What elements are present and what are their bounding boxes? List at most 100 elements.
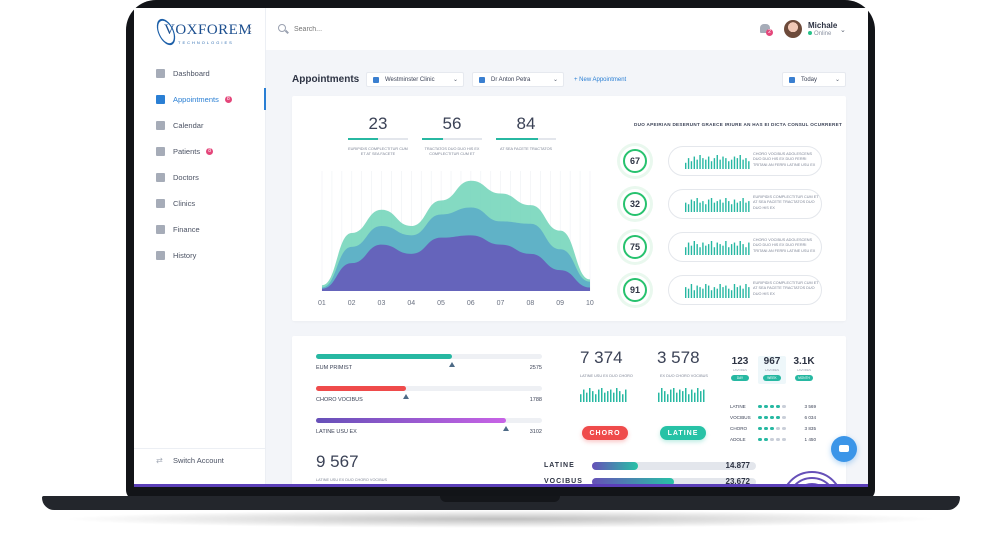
metric-pill[interactable]: CHORO VOCIBUS ADOLESCENS DUO DUO HIS EX … xyxy=(668,232,822,262)
collapse-sidebar-icon[interactable]: ‹ xyxy=(248,24,252,36)
spark-bar xyxy=(685,287,687,298)
kpi-progress-fill xyxy=(422,138,443,140)
spark-bar xyxy=(589,388,591,402)
switch-account-button[interactable]: ⇄ Switch Account xyxy=(134,448,266,472)
x-tick-label: 06 xyxy=(466,300,475,307)
sidebar-item-history[interactable]: History xyxy=(134,242,266,268)
stat-a-value: 7 374 xyxy=(580,348,623,367)
spark-bar xyxy=(713,202,716,212)
progress-fill xyxy=(316,418,506,423)
marker-triangle-icon xyxy=(502,426,509,431)
doctor-select[interactable]: Dr Anton Petra ⌄ xyxy=(472,72,564,87)
right-panel-title: DUO APEIRIAN DESERUNT GRAECE IRIURE AN H… xyxy=(634,122,843,127)
spark-bar xyxy=(696,244,698,255)
avatar[interactable] xyxy=(784,20,802,38)
metric-description: EURIPIDIS COMPLECTITUR CUM ET AT SEA FAC… xyxy=(753,281,819,296)
latine-bar-fill xyxy=(592,462,638,470)
user-name[interactable]: Michale xyxy=(808,21,838,30)
latine-bar-label: VOCIBUS xyxy=(544,478,583,485)
progress-bar-1: EUM PRIMIST 2575 xyxy=(316,354,542,371)
mini-kpi-week[interactable]: 967 LAVORES WEEK xyxy=(758,356,786,384)
search-input[interactable] xyxy=(294,22,494,36)
spark-bar xyxy=(682,391,684,402)
date-range-select[interactable]: Today ⌄ xyxy=(782,72,846,87)
chevron-down-icon: ⌄ xyxy=(834,77,840,83)
user-menu-chevron-down-icon[interactable]: ⌄ xyxy=(840,27,846,34)
spark-bar xyxy=(736,158,739,169)
spark-bar xyxy=(691,389,693,402)
spark-bar xyxy=(705,284,707,298)
sidebar-item-calendar[interactable]: Calendar xyxy=(134,112,266,138)
switch-icon: ⇄ xyxy=(156,456,163,465)
spark-bar xyxy=(748,161,750,169)
choro-button[interactable]: CHORO xyxy=(582,426,628,440)
sidebar-item-patients[interactable]: Patients 8 xyxy=(134,138,266,164)
sidebar-item-clinics[interactable]: Clinics xyxy=(134,190,266,216)
spark-bar xyxy=(733,242,736,255)
stat-b-label: EX DUO CHORO VOCIBUS xyxy=(660,374,708,378)
spark-bar xyxy=(733,284,736,298)
mini-kpi-day[interactable]: 123 LAVORES DAY xyxy=(726,356,754,381)
spark-bar xyxy=(699,202,701,212)
score-ring: 32 xyxy=(620,189,650,219)
rating-dot xyxy=(776,404,780,408)
spark-bar xyxy=(604,392,606,402)
sidebar-item-label: Dashboard xyxy=(173,68,210,78)
calendar-icon xyxy=(156,120,165,130)
spark-bar xyxy=(702,242,704,255)
latine-button[interactable]: LATINE xyxy=(660,426,706,440)
metric-pill[interactable]: EURIPIDIS COMPLECTITUR CUM ET AT SEA FAC… xyxy=(668,275,822,305)
mini-kpi-badge: WEEK xyxy=(763,375,781,381)
marker-triangle-icon xyxy=(448,362,455,367)
sidebar-item-appointments[interactable]: Appointments 8 xyxy=(134,86,266,112)
chat-bubble-icon[interactable] xyxy=(831,436,857,462)
chevron-down-icon: ⌄ xyxy=(552,77,558,83)
spark-bar xyxy=(725,241,727,255)
stat-b-value: 3 578 xyxy=(657,348,700,367)
spark-bar xyxy=(693,290,696,298)
metric-pill[interactable]: CHORO VOCIBUS ADOLESCENS DUO DUO HIS EX … xyxy=(668,146,822,176)
spark-bar xyxy=(748,201,750,212)
progress-label: LATINE USU EX xyxy=(316,429,357,435)
sidebar-item-label: Finance xyxy=(173,224,200,234)
spark-bar xyxy=(679,389,681,402)
spark-bar xyxy=(739,285,741,298)
spark-bar xyxy=(685,162,687,169)
notification-bell-icon[interactable] xyxy=(760,24,770,33)
rating-dot xyxy=(770,437,774,441)
spark-bar xyxy=(728,288,730,298)
mini-kpi-month[interactable]: 3.1K LAVORES MONTH xyxy=(790,356,818,381)
users-icon xyxy=(156,146,165,156)
progress-label: EUM PRIMIST xyxy=(316,365,353,371)
rating-value: 3 569 xyxy=(804,404,817,409)
logo[interactable]: VOXFOREM TECHNOLOGIES xyxy=(152,14,252,50)
spark-bar xyxy=(601,388,603,402)
kpi-progress xyxy=(348,138,408,140)
rating-value: 6 034 xyxy=(804,415,817,420)
clinic-select[interactable]: Westminster Clinic ⌄ xyxy=(366,72,464,87)
x-tick-label: 04 xyxy=(407,300,416,307)
spark-bar xyxy=(722,245,724,255)
kpi-1: 23 EURIPIDIS COMPLECTITUR CUM ET AT SEA F… xyxy=(348,114,408,157)
doctor-select-value: Dr Anton Petra xyxy=(491,76,531,83)
metric-pill[interactable]: EURIPIDIS COMPLECTITUR CUM ET AT SEA FAC… xyxy=(668,189,822,219)
score-value: 32 xyxy=(623,192,647,216)
spark-bar xyxy=(736,245,739,255)
kpi-value: 84 xyxy=(516,114,536,133)
progress-bar-3: LATINE USU EX 3102 xyxy=(316,418,542,435)
new-appointment-link[interactable]: + New Appointment xyxy=(574,77,627,83)
count-badge: 8 xyxy=(224,95,232,103)
sidebar-item-dashboard[interactable]: Dashboard xyxy=(134,60,266,86)
sidebar-item-finance[interactable]: Finance xyxy=(134,216,266,242)
notification-badge: 2 xyxy=(766,29,773,36)
laptop-notch xyxy=(440,496,560,502)
stat-b-sparkline xyxy=(658,388,705,402)
spark-bar xyxy=(710,161,713,169)
metric-sparkline xyxy=(685,241,750,255)
logo-subtitle: TECHNOLOGIES xyxy=(178,40,234,45)
sidebar-item-doctors[interactable]: Doctors xyxy=(134,164,266,190)
logo-text: VOXFOREM xyxy=(164,22,253,38)
spark-bar xyxy=(725,285,727,298)
kpi-label: TRACTATOS DUO DUO HIS EX COMPLECTITUR CU… xyxy=(424,147,480,156)
spark-bar xyxy=(699,155,701,169)
